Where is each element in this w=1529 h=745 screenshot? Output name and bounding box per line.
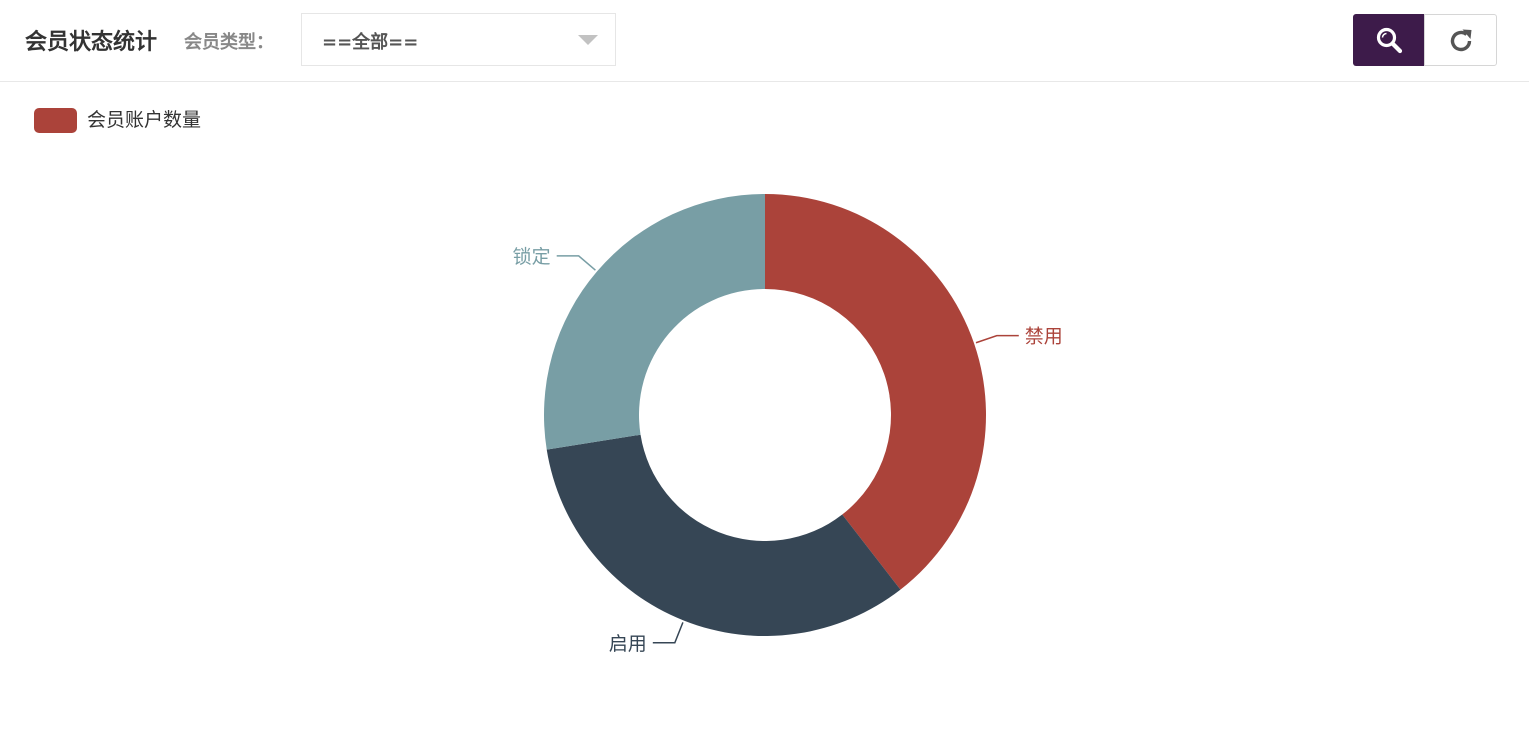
label-line-2 <box>556 255 596 271</box>
label-line-0 <box>975 334 1019 344</box>
label-line-1 <box>652 622 684 644</box>
legend-swatch <box>34 108 77 133</box>
slice-label-1: 启用 <box>609 633 647 655</box>
slice-label-2: 锁定 <box>513 246 551 268</box>
refresh-icon <box>1450 29 1472 52</box>
donut-slice-2[interactable] <box>544 194 765 450</box>
chevron-down-icon <box>578 35 598 45</box>
slice-label-0: 禁用 <box>1025 326 1063 348</box>
toolbar: 会员状态统计 会员类型： ==全部== <box>0 0 1529 82</box>
donut-slice-0[interactable] <box>765 194 986 590</box>
legend-label: 会员账户数量 <box>87 109 202 131</box>
member-type-selected-value: ==全部== <box>322 32 419 53</box>
search-button[interactable] <box>1353 14 1425 66</box>
member-type-select[interactable]: ==全部== <box>301 13 616 66</box>
refresh-button[interactable] <box>1424 14 1497 66</box>
page-title: 会员状态统计 <box>25 30 158 55</box>
member-type-label: 会员类型： <box>184 32 274 53</box>
search-icon <box>1376 27 1403 54</box>
donut-slice-1[interactable] <box>546 434 901 637</box>
